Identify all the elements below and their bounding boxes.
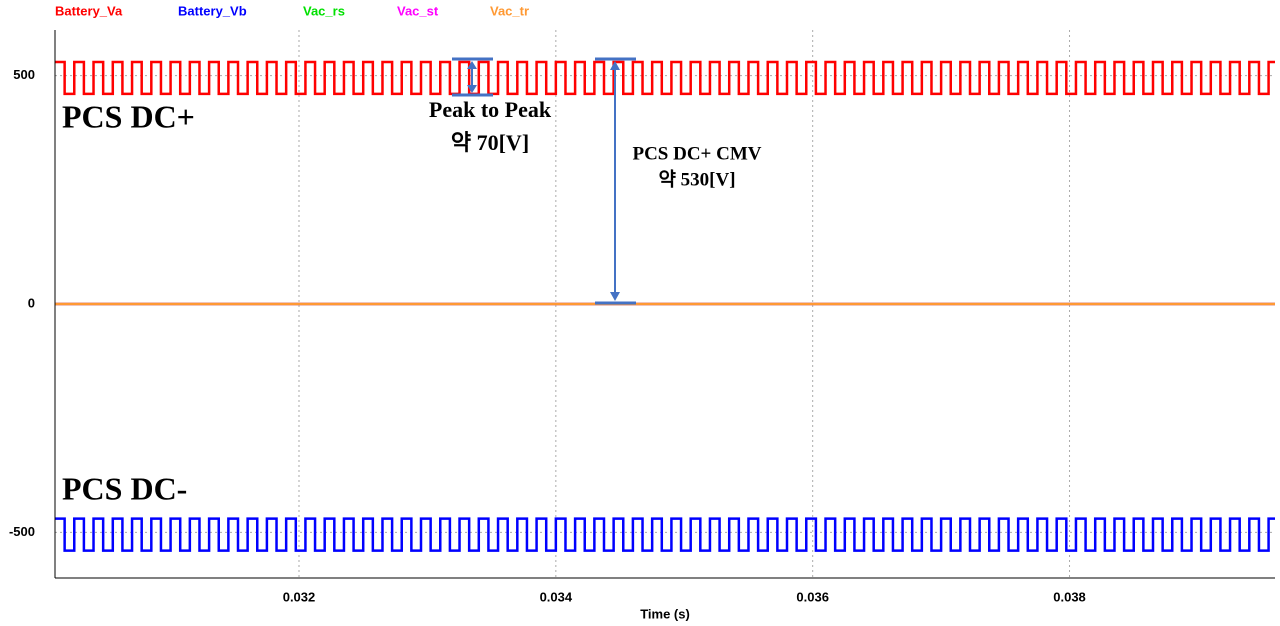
measure-arrows [452,57,636,305]
annotation: PCS DC- [62,470,187,506]
plot-area [55,30,1275,578]
x-tick-label: 0.036 [796,589,829,604]
x-tick-label: 0.038 [1053,589,1086,604]
annotation: PCS DC+ CMV [632,143,761,164]
series-line [55,60,1275,96]
y-tick-label: 500 [13,67,35,82]
legend-entry: Vac_rs [303,3,345,18]
legend-entry: Battery_Va [55,3,123,18]
annotation: Peak to Peak [429,97,552,122]
legend-entry: Battery_Vb [178,3,247,18]
x-axis-label: Time (s) [640,606,690,621]
x-tick-label: 0.032 [283,589,316,604]
y-tick-label: -500 [9,524,35,539]
legend-entry: Vac_st [397,3,439,18]
x-tick-label: 0.034 [540,589,573,604]
legend-entry: Vac_tr [490,3,529,18]
series-line [55,517,1275,552]
annotation: 약 530[V] [658,168,735,190]
y-tick-label: 0 [28,295,35,310]
annotation: PCS DC+ [62,98,195,134]
annotation: 약 70[V] [451,130,529,155]
